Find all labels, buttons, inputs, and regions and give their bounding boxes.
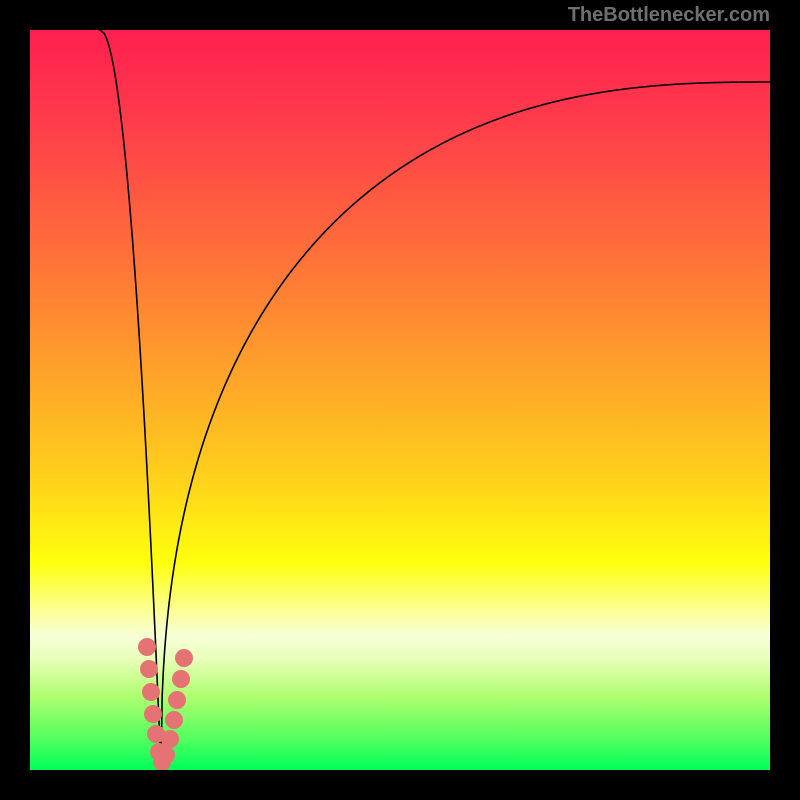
bottleneck-chart: TheBottlenecker.com (0, 0, 800, 800)
chart-frame (0, 0, 800, 800)
